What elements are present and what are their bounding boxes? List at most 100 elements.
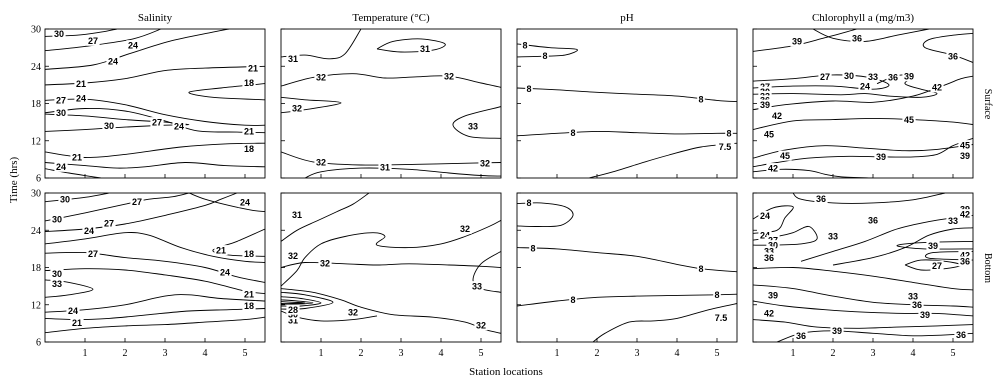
- contour-label-bg: [766, 290, 780, 301]
- y-tick-label: 12: [31, 300, 41, 311]
- contour-line-39: [753, 284, 973, 308]
- contour-label-bg: [525, 197, 533, 208]
- contour-group: 8 8 8 8 8 7.5: [517, 197, 737, 342]
- contour-label: 8: [530, 243, 535, 253]
- contour-label: 30: [104, 121, 114, 131]
- contour-line-39: [753, 29, 858, 52]
- y-tick-label: 12: [31, 136, 41, 147]
- x-tick-label: 4: [439, 348, 444, 359]
- contour-label: 21: [244, 127, 254, 137]
- contour-label-bg: [954, 329, 968, 340]
- contour-group: 3636332424273033363942362739423333363942…: [753, 193, 973, 342]
- contour-label: 31: [380, 163, 390, 173]
- contour-line-31: [304, 167, 501, 178]
- contour-label: 36: [852, 34, 862, 44]
- contour-label-bg: [758, 230, 772, 241]
- contour-label: 21: [248, 63, 258, 73]
- contour-label-bg: [54, 107, 68, 118]
- x-tick-label: 5: [479, 348, 484, 359]
- contour-label-bg: [758, 210, 772, 221]
- contour-label: 32: [288, 251, 298, 261]
- contour-label: 8: [526, 198, 531, 208]
- contour-line-42: [753, 300, 973, 317]
- contour-label: 39: [960, 151, 970, 161]
- contour-label: 36: [796, 331, 806, 341]
- panel-temperature-c-surface: Temperature (°C) 31 31 32 32 32 33 32 31 32: [280, 12, 502, 179]
- contour-label-bg: [770, 110, 784, 121]
- contour-label-bg: [286, 250, 300, 261]
- contour-label: 18: [244, 249, 254, 259]
- contour-label: 18: [244, 78, 254, 88]
- contour-label: 33: [948, 216, 958, 226]
- contour-label-bg: [866, 215, 880, 226]
- contour-label: 30: [54, 29, 64, 39]
- contour-label-bg: [346, 307, 360, 318]
- contour-label: 31: [292, 210, 302, 220]
- contour-line-7-5: [592, 303, 737, 342]
- contour-label-bg: [715, 141, 735, 152]
- contour-label-bg: [82, 225, 96, 236]
- row-label-surface: Surface: [982, 89, 993, 120]
- contour-line-42: [753, 75, 973, 111]
- contour-label-bg: [918, 309, 932, 320]
- contour-label-bg: [958, 150, 972, 161]
- panel-salinity-surface: Salinity 30 27 24 24 21 18 21 24 27 30 30 27 24 21 18 21…: [31, 12, 266, 185]
- contour-label: 42: [772, 111, 782, 121]
- contour-label: 39: [832, 326, 842, 336]
- contour-label-bg: [478, 158, 492, 169]
- contour-label: 21: [76, 79, 86, 89]
- y-tick-label: 24: [31, 226, 41, 237]
- contour-group: 3936362730333639244227303336394245454539…: [753, 29, 973, 178]
- y-tick-label: 18: [31, 99, 41, 110]
- panel-title-chlorophyll-a-mg-m3: Chlorophyll a (mg/m3): [812, 12, 914, 24]
- contour-label-bg: [541, 50, 549, 61]
- contour-label-bg: [418, 43, 432, 54]
- contour-label: 45: [960, 140, 970, 150]
- contour-label-bg: [930, 82, 944, 93]
- contour-label-bg: [711, 312, 731, 323]
- contour-label-bg: [238, 197, 252, 208]
- contour-label-bg: [886, 72, 900, 83]
- contour-line-27: [45, 232, 265, 263]
- contour-label: 30: [60, 194, 70, 204]
- contour-label-bg: [106, 56, 120, 67]
- x-tick-label: 1: [83, 348, 88, 359]
- contour-label: 24: [84, 226, 94, 236]
- contour-label-bg: [246, 63, 260, 74]
- contour-label-bg: [70, 152, 84, 163]
- x-tick-label: 2: [123, 348, 128, 359]
- contour-line-24: [45, 29, 230, 70]
- contour-line-8: [517, 202, 574, 228]
- contour-label: 21: [244, 289, 254, 299]
- contour-label-bg: [958, 140, 972, 151]
- contour-label-bg: [725, 128, 733, 139]
- contour-label-bg: [902, 71, 916, 82]
- contour-label: 36: [956, 330, 966, 340]
- contour-label: 24: [220, 268, 230, 278]
- contour-line-36: [832, 227, 973, 266]
- contour-label-bg: [842, 70, 856, 81]
- contour-label-bg: [130, 196, 144, 207]
- contour-group: 8 8 8 8 8 8 7.5: [517, 40, 737, 178]
- contour-label-bg: [242, 289, 256, 300]
- contour-label: 24: [56, 162, 66, 172]
- x-tick-label: 2: [831, 348, 836, 359]
- contour-line-29: [281, 299, 314, 305]
- contour-line-36: [812, 29, 930, 42]
- panel-temperature-c-bottom: 3132323233323231302812345: [280, 192, 502, 359]
- y-tick-label: 6: [36, 174, 41, 185]
- contour-label-bg: [290, 103, 304, 114]
- panel-frame: [280, 192, 502, 343]
- contour-label-bg: [314, 157, 328, 168]
- y-tick-label: 18: [31, 263, 41, 274]
- contour-line-18: [45, 316, 265, 334]
- x-tick-label: 1: [555, 348, 560, 359]
- contour-line-30: [45, 193, 110, 203]
- contour-label: 27: [56, 96, 66, 106]
- contour-label: 31: [420, 44, 430, 54]
- contour-label: 36: [912, 300, 922, 310]
- contour-label: 8: [522, 40, 527, 50]
- contour-line-36: [753, 319, 973, 329]
- contour-label-bg: [242, 300, 256, 311]
